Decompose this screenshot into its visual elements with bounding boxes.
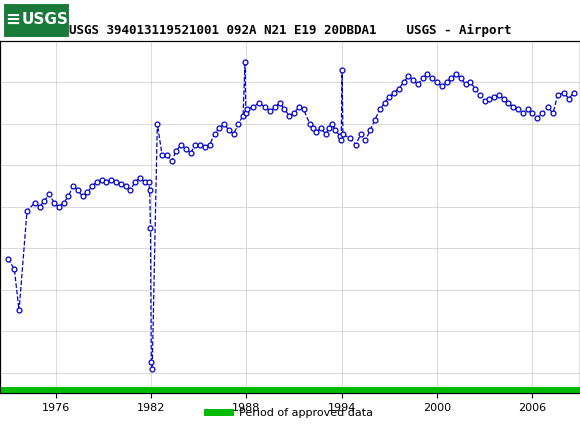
Bar bbox=[3, 3, 70, 37]
Text: ≡: ≡ bbox=[5, 11, 20, 29]
Title: USGS 394013119521001 092A N21 E19 20DBDA1    USGS - Airport: USGS 394013119521001 092A N21 E19 20DBDA… bbox=[69, 24, 511, 37]
Text: USGS: USGS bbox=[22, 12, 69, 27]
Legend: Period of approved data: Period of approved data bbox=[203, 403, 377, 422]
